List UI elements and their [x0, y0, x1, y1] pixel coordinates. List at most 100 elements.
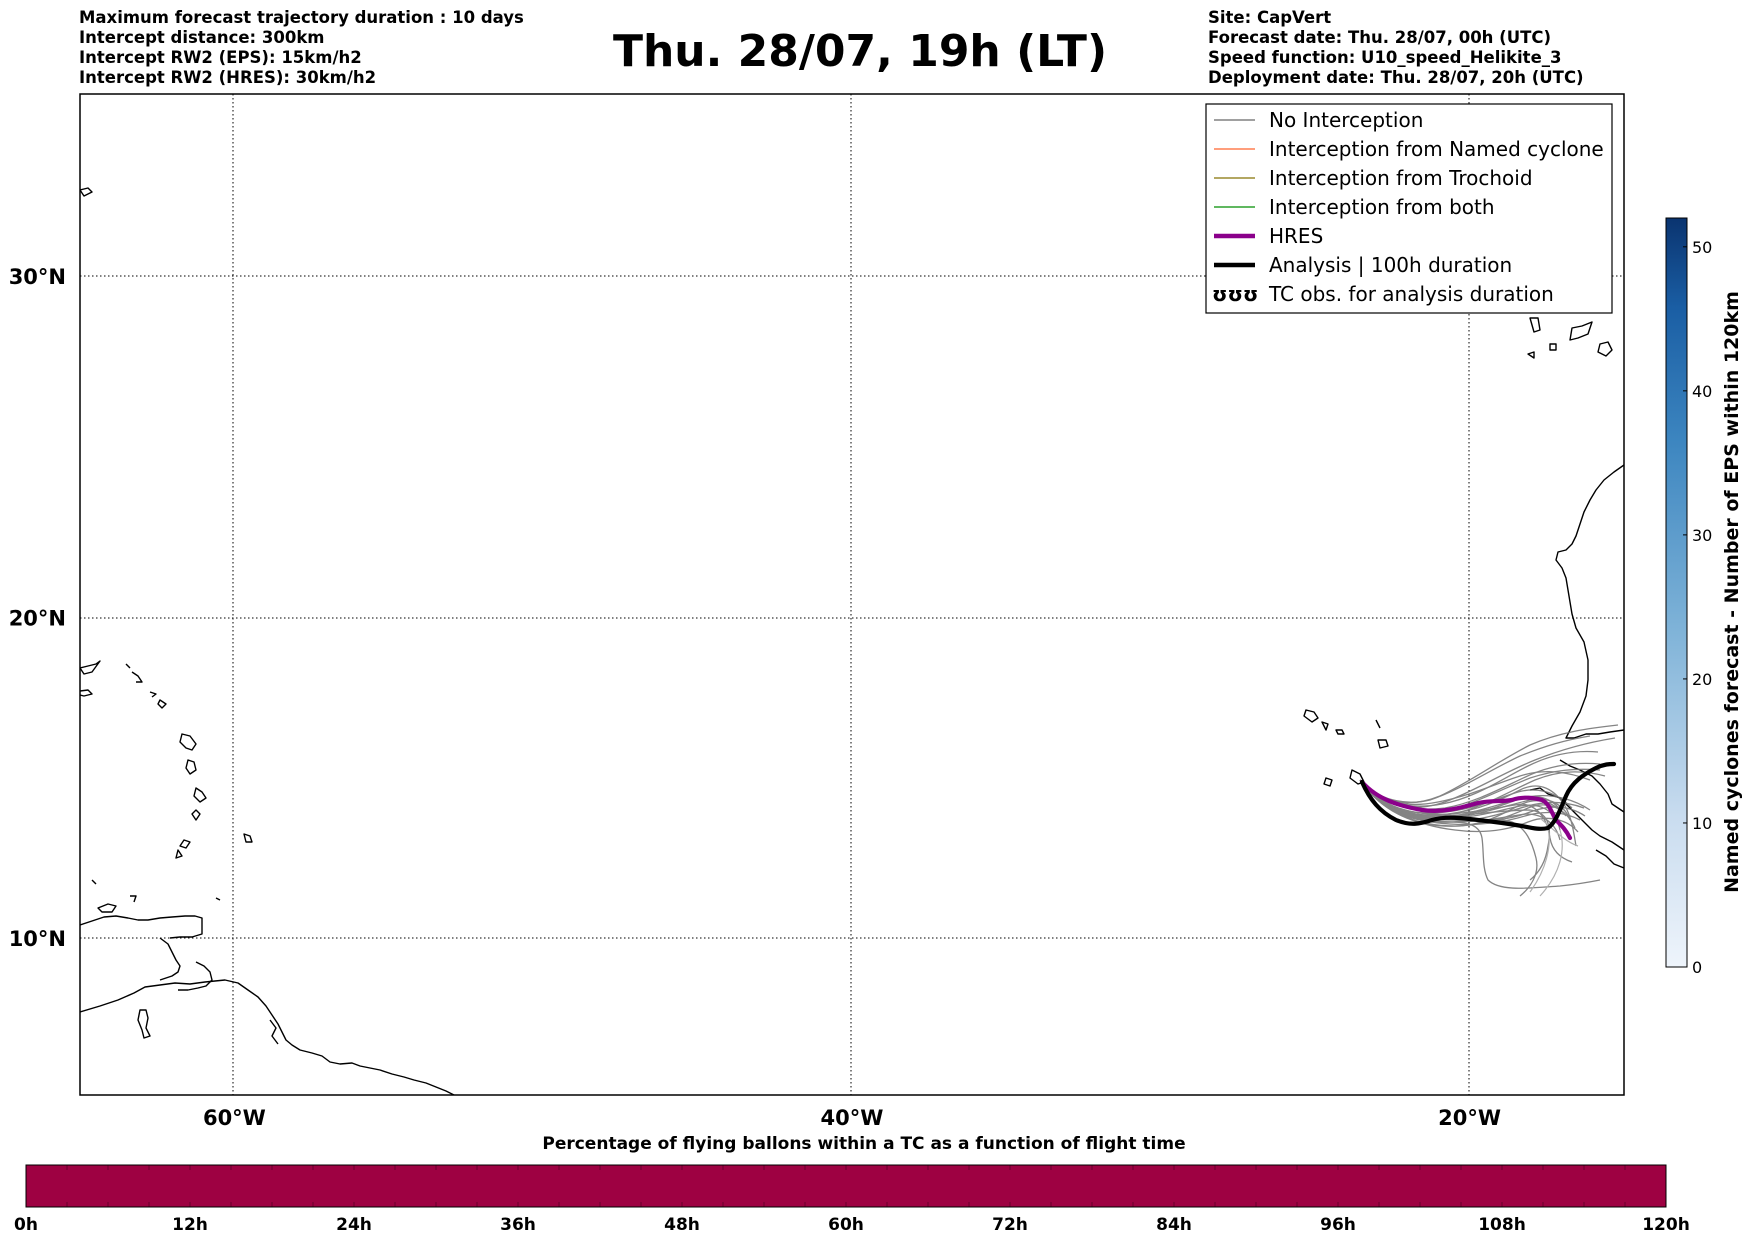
island-lesser-antilles-5: [149, 691, 157, 698]
island-canary-3: [1569, 321, 1593, 341]
island-cape-verde-1: [1303, 709, 1319, 723]
eps-trajectory: [1359, 735, 1591, 803]
header-right-line: Site: CapVert: [1208, 8, 1332, 27]
legend-label: HRES: [1269, 224, 1323, 248]
colorbar-bottom-tick-label: 120h: [1642, 1215, 1690, 1235]
legend-symbol-tc-icon: ʊʊʊ: [1212, 282, 1258, 306]
colorbar-right-gradient: [1665, 217, 1688, 968]
lat-label: 30°N: [9, 265, 66, 289]
island-lesser-antilles-12: [175, 849, 183, 859]
coast-venezuela-east: [178, 961, 213, 991]
island-canary-2: [1549, 343, 1557, 351]
colorbar-bottom: Percentage of flying ballons within a TC…: [14, 1134, 1690, 1235]
island-cape-verde-6: [1323, 777, 1333, 787]
island-cape-verde-4: [1375, 719, 1381, 729]
header-left: Maximum forecast trajectory duration : 1…: [79, 8, 524, 88]
colorbar-right-tick-label: 0: [1692, 958, 1702, 977]
lat-label: 10°N: [9, 927, 66, 951]
coast-gulf-paria: [80, 915, 203, 939]
eps-trajectories-light: [1529, 817, 1579, 897]
colorbar-bottom-tick-label: 48h: [664, 1215, 700, 1235]
legend-label: Interception from Named cyclone: [1269, 137, 1604, 161]
colorbar-right-tick-label: 40: [1692, 382, 1712, 401]
colorbar-bottom-tick-label: 24h: [336, 1215, 372, 1235]
colorbar-bottom-label: Percentage of flying ballons within a TC…: [542, 1134, 1185, 1154]
eps-trajectory: [1529, 827, 1550, 893]
island-small-2: [215, 897, 221, 901]
island-lesser-antilles-4: [125, 663, 131, 669]
eps-trajectory: [1359, 779, 1573, 814]
colorbar-bottom-bar: [25, 1164, 1667, 1208]
gridlines: [80, 94, 1624, 1095]
colorbar-bottom-tick-label: 12h: [172, 1215, 208, 1235]
island-canary-1: [1529, 317, 1541, 333]
colorbar-right: 0 10 20 30 40 50 Named cyclones forecast - Nu…: [1665, 217, 1743, 977]
island-lesser-antilles-8: [185, 759, 197, 775]
colorbar-bottom-tick-label: 84h: [1156, 1215, 1192, 1235]
island-lesser-antilles-9: [193, 787, 207, 803]
legend-label: Interception from both: [1269, 195, 1495, 219]
colorbar-right-tick-label: 20: [1692, 670, 1712, 689]
header-right-line: Speed function: U10_speed_Helikite_3: [1208, 48, 1562, 67]
island-cape-verde-5: [1377, 739, 1389, 749]
island-canary-4: [1597, 341, 1613, 357]
colorbar-bottom-tick-label: 60h: [828, 1215, 864, 1235]
header-left-line: Maximum forecast trajectory duration : 1…: [79, 8, 524, 27]
island-grenada: [97, 903, 117, 913]
analysis-trajectory: [1359, 761, 1617, 831]
map-title: Thu. 28/07, 19h (LT): [612, 26, 1108, 77]
coast-south-america: [80, 979, 455, 1095]
island-tobago: [137, 1009, 151, 1039]
legend-box: [1205, 103, 1613, 314]
island-cape-verde-2: [1321, 721, 1329, 731]
coast-guinea-islands: [1595, 849, 1624, 869]
island-cape-verde-3: [1335, 729, 1345, 735]
colorbar-right-tick-label: 50: [1692, 238, 1712, 257]
island-lesser-antilles-6: [157, 699, 167, 709]
island-lesser-antilles-10: [191, 809, 201, 821]
header-right-line: Deployment date: Thu. 28/07, 20h (UTC): [1208, 68, 1584, 87]
header-left-line: Intercept RW2 (HRES): 30km/h2: [79, 68, 377, 87]
island-lesser-antilles-1: [80, 660, 101, 675]
island-barbados: [243, 833, 253, 843]
lat-label: 20°N: [9, 607, 66, 631]
island-small-1: [91, 879, 97, 885]
lon-label: 40°W: [821, 1106, 884, 1130]
coast-orinoco: [269, 1019, 279, 1045]
island-lesser-antilles-2: [80, 689, 93, 697]
legend: No Interception Interception from Named c…: [1205, 103, 1613, 314]
lon-label: 60°W: [203, 1106, 266, 1130]
island-lesser-antilles-3: [131, 671, 143, 683]
legend-label: Analysis | 100h duration: [1269, 253, 1512, 277]
lon-labels: 60°W 40°W 20°W: [203, 1106, 1501, 1130]
lat-labels: 30°N 20°N 10°N: [9, 265, 66, 951]
island-lesser-antilles-11: [179, 839, 191, 849]
coast-africa-detail: [1559, 759, 1624, 813]
header-right: Site: CapVert Forecast date: Thu. 28/07,…: [1208, 8, 1584, 88]
legend-label: No Interception: [1269, 108, 1423, 132]
island-lesser-antilles-7: [179, 733, 197, 751]
legend-label: Interception from Trochoid: [1269, 166, 1533, 190]
lon-label: 20°W: [1438, 1106, 1501, 1130]
island-canary-5: [1527, 351, 1535, 359]
colorbar-right-label: Named cyclones forecast - Number of EPS …: [1721, 291, 1743, 893]
colorbar-bottom-tick-label: 72h: [992, 1215, 1028, 1235]
header-left-line: Intercept RW2 (EPS): 15km/h2: [79, 48, 362, 67]
coast-west-africa: [1555, 464, 1624, 739]
eps-trajectory: [1539, 817, 1579, 847]
eps-trajectory: [1359, 779, 1563, 817]
colorbar-bottom-tick-label: 36h: [500, 1215, 536, 1235]
colorbar-bottom-tick-label: 108h: [1478, 1215, 1526, 1235]
island-grenadines: [130, 895, 137, 903]
legend-label: TC obs. for analysis duration: [1268, 282, 1554, 306]
header-right-line: Forecast date: Thu. 28/07, 00h (UTC): [1208, 28, 1552, 47]
island-small-3: [80, 187, 93, 197]
coastlines: [80, 187, 1624, 1095]
coast-trinidad: [159, 937, 181, 981]
colorbar-right-tick-label: 10: [1692, 814, 1712, 833]
colorbar-bottom-tick-label: 0h: [14, 1215, 38, 1235]
colorbar-right-tick-label: 30: [1692, 526, 1712, 545]
header-left-line: Intercept distance: 300km: [79, 28, 325, 47]
colorbar-bottom-tick-label: 96h: [1320, 1215, 1356, 1235]
